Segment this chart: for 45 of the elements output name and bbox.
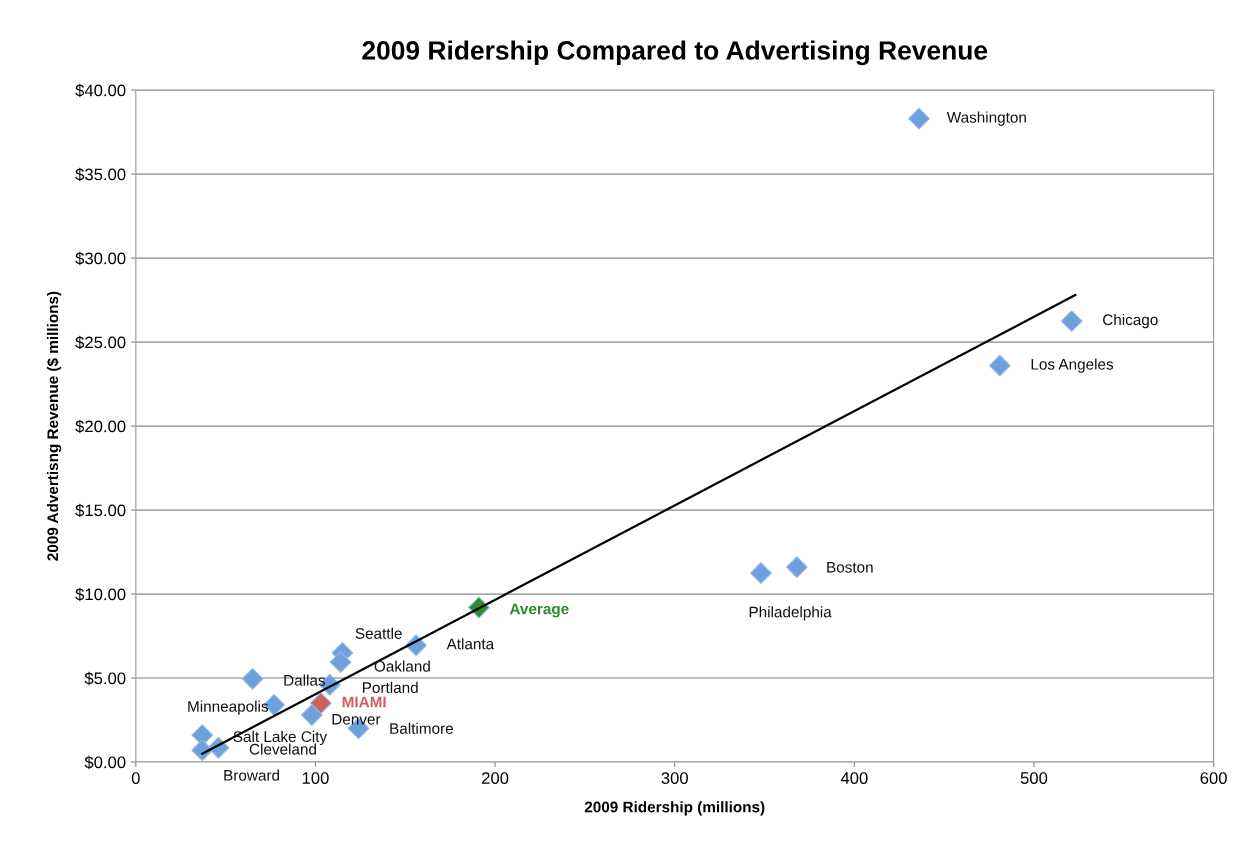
- annotation: Baltimore: [390, 722, 453, 734]
- annotation: Denver: [332, 713, 381, 725]
- point: [750, 562, 772, 584]
- y-tick-label: $5.00: [84, 671, 126, 686]
- y-tick-label: $35.00: [75, 167, 126, 182]
- annotation: Minneapolis: [188, 700, 269, 715]
- point: [329, 651, 352, 673]
- point: [1060, 310, 1083, 332]
- point: [786, 556, 808, 579]
- y-tick-label: $10.00: [75, 587, 126, 602]
- x-tick-label: 500: [1020, 772, 1048, 784]
- annotation: Cleveland: [249, 743, 316, 755]
- chart-title: 2009 Ridership Compared to Advertising Revenue: [362, 40, 988, 66]
- annotation: Seattle: [355, 627, 402, 639]
- annotation: Average: [509, 603, 569, 618]
- x-tick-label: 300: [661, 772, 688, 784]
- y-tick-label: $0.00: [84, 755, 126, 770]
- annotation: Washington: [946, 111, 1026, 126]
- annotation: Dallas: [284, 674, 326, 686]
- annotation: MIAMI: [342, 696, 386, 708]
- y-tick-label: $30.00: [75, 251, 126, 266]
- x-tick-label: 0: [131, 772, 140, 784]
- x-tick-label: 600: [1200, 772, 1227, 784]
- y-axis-title: 2009 Advertisng Revenue ($ millions): [46, 291, 62, 561]
- y-tick-label: $25.00: [75, 335, 126, 350]
- annotation: Atlanta: [446, 638, 495, 650]
- annotation: Boston: [827, 562, 873, 573]
- y-tick-label: $40.00: [75, 83, 126, 98]
- point: [241, 668, 264, 690]
- annotation: Portland: [363, 681, 418, 694]
- x-tick-label: 400: [840, 772, 868, 784]
- point: [300, 704, 323, 726]
- x-tick-label: 200: [482, 772, 509, 784]
- point: [309, 692, 332, 715]
- y-tick-label: $15.00: [75, 503, 126, 518]
- y-tick-label: $20.00: [75, 419, 126, 434]
- annotation: Chicago: [1103, 313, 1158, 329]
- annotation: Los Angeles: [1031, 358, 1114, 373]
- point: [988, 354, 1011, 377]
- annotation: Oakland: [374, 660, 430, 672]
- x-tick-label: 100: [302, 772, 329, 784]
- annotation: Philadelphia: [749, 606, 832, 621]
- x-axis-title: 2009 Ridership (millions): [584, 801, 765, 816]
- annotation: Broward: [224, 769, 280, 781]
- point: [908, 107, 930, 130]
